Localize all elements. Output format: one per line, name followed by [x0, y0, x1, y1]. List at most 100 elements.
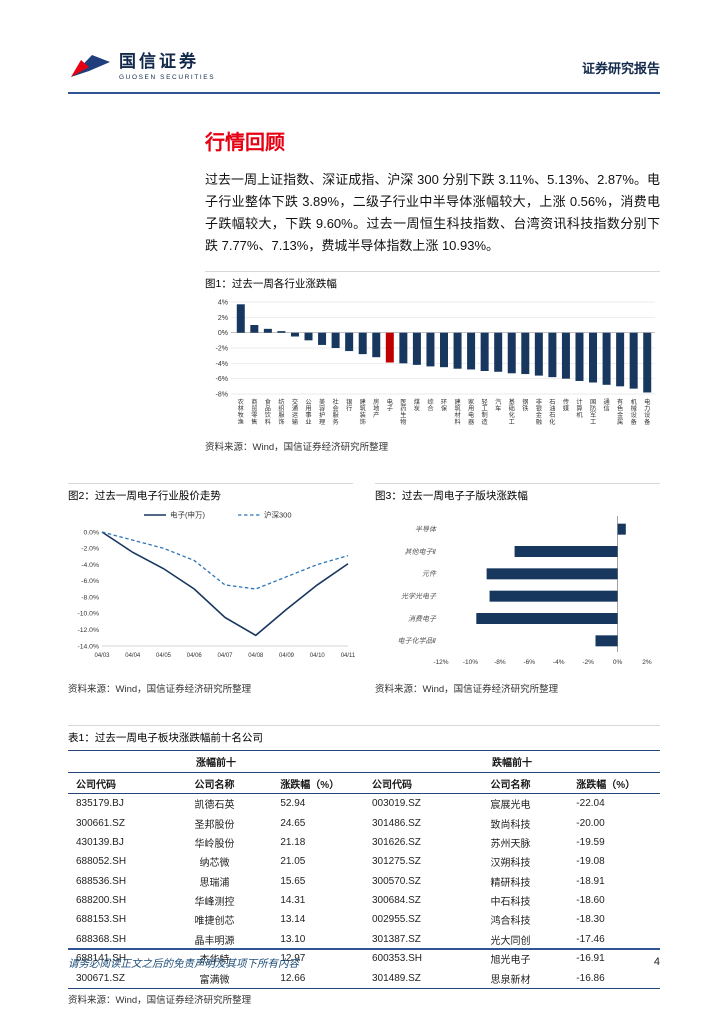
table-cell: 凯德石英 [194, 800, 235, 812]
table-cell: 688153.SH [76, 914, 127, 926]
brand-text: 国信证券 GUOSEN SECURITIES [119, 52, 215, 81]
main-content: 行情回顾 过去一周上证指数、深证成指、沪深 300 分别下跌 3.11%、5.1… [205, 126, 660, 453]
table-cell: 301626.SZ [371, 836, 421, 848]
gainers-group-header: 涨幅前十 [68, 750, 364, 773]
svg-text:电子(申万): 电子(申万) [170, 510, 205, 520]
svg-text:04/03: 04/03 [94, 653, 110, 659]
bar [514, 546, 618, 557]
svg-text:-6.0%: -6.0% [81, 578, 99, 585]
figure2-source: 资料来源：Wind，国信证券经济研究所整理 [68, 684, 252, 695]
table-row: 300671.SZ 富满微 12.66 301489.SZ 思泉新材 -16.86 [68, 968, 660, 988]
table-cell: 688141.SH [76, 953, 127, 965]
svg-text:04/11: 04/11 [341, 653, 356, 659]
svg-text:消费电子: 消费电子 [408, 615, 437, 623]
svg-text:食品饮料: 食品饮料 [265, 398, 272, 426]
figure1-caption: 图1：过去一周各行业涨跌幅 [205, 271, 660, 294]
svg-text:04/05: 04/05 [156, 653, 172, 659]
table-cell: 旭光电子 [490, 955, 531, 967]
table-cell: 杰华特 [199, 955, 230, 967]
table-row: 835179.BJ 凯德石英 52.94 003019.SZ 宸展光电 -22.04 [68, 794, 660, 814]
table-cell: 21.05 [280, 856, 306, 868]
table-cell: 300661.SZ [76, 817, 125, 829]
bar [476, 613, 618, 624]
bar [318, 332, 327, 345]
table-cell: 12.97 [280, 953, 306, 965]
table-cell: 12.66 [280, 972, 306, 984]
table-cell: 13.10 [280, 933, 306, 945]
bar [486, 568, 618, 580]
bar [263, 328, 272, 333]
svg-text:-8.0%: -8.0% [81, 594, 99, 601]
table-cell: 思瑞浦 [199, 877, 230, 889]
table-cell: 002955.SZ [371, 914, 421, 926]
losers-group-header: 跌幅前十 [363, 750, 660, 773]
table-caption: 表1：过去一周电子板块涨跌幅前十名公司 [68, 725, 660, 748]
bar [440, 332, 448, 368]
table-row: 688368.SH 晶丰明源 13.10 301387.SZ 光大同创 -17.46 [68, 930, 660, 949]
svg-text:-14.0%: -14.0% [77, 643, 99, 650]
page-header: 国信证券 GUOSEN SECURITIES 证券研究报告 [68, 52, 660, 94]
table-cell: 纳芯微 [199, 858, 230, 870]
table-cell: 致尚科技 [490, 819, 531, 831]
table-cell: 圣邦股份 [194, 819, 235, 831]
table-cell: 301489.SZ [371, 972, 421, 984]
table-cell: 24.65 [280, 817, 306, 829]
svg-text:非银金融: 非银金融 [536, 398, 543, 426]
table-row: 688141.SH 杰华特 12.97 600353.SH 旭光电子 -16.91 [68, 949, 660, 968]
bar [304, 332, 313, 341]
bar [426, 332, 435, 367]
table-row: 300661.SZ 圣邦股份 24.65 301486.SZ 致尚科技 -20.00 [68, 813, 660, 832]
guosen-logo-icon [71, 55, 110, 77]
svg-text:通信: 通信 [603, 398, 609, 413]
svg-text:4%: 4% [218, 300, 228, 307]
table-cell: 688200.SH [76, 895, 127, 907]
table-cell: 光大同创 [490, 935, 531, 947]
electronics-line-chart: 0.0% -2.0% -4.0% -6.0% -8.0% -10.0% -12.0% -14.… [77, 510, 356, 660]
table-cell: 华岭股份 [194, 838, 235, 850]
table-cell: -18.91 [576, 875, 605, 887]
svg-text:传媒: 传媒 [563, 398, 570, 413]
svg-text:商贸零售: 商贸零售 [251, 398, 257, 426]
svg-text:建筑装饰: 建筑装饰 [360, 398, 367, 426]
svg-text:-12.0%: -12.0% [77, 627, 99, 634]
figure1-source: 资料来源：Wind，国信证券经济研究所整理 [205, 442, 389, 453]
col-header-name: 公司名称 [162, 772, 267, 794]
svg-text:04/08: 04/08 [248, 653, 264, 659]
svg-text:建筑材料: 建筑材料 [454, 398, 461, 426]
figure-2: 图2：过去一周电子行业股价走势 0.0% -2.0% -4.0% -6.0% -8.0%… [68, 469, 356, 695]
table-row: 430139.BJ 华岭股份 21.18 301626.SZ 苏州天脉 -19.59 [68, 833, 660, 852]
svg-text:纺织服饰: 纺织服饰 [278, 398, 284, 426]
table-cell: -16.91 [576, 953, 605, 965]
table-cell: 430139.BJ [76, 836, 124, 848]
svg-text:2%: 2% [218, 315, 228, 322]
table-cell: 晶丰明源 [194, 935, 235, 947]
col-header-pct: 涨跌幅（%） [562, 772, 660, 794]
brand-name-en: GUOSEN SECURITIES [119, 74, 216, 82]
svg-text:美容护理: 美容护理 [319, 398, 325, 426]
table-cell: -17.46 [576, 933, 605, 945]
table-cell: -19.59 [576, 836, 605, 848]
table-row: 688153.SH 唯捷创芯 13.14 002955.SZ 鸿合科技 -18.30 [68, 910, 660, 929]
table-cell: -22.04 [576, 798, 605, 810]
bar [385, 332, 394, 363]
table-cell: 精研科技 [490, 877, 531, 889]
svg-text:-4%: -4% [553, 659, 565, 666]
table-cell: 301387.SZ [371, 933, 421, 945]
table-cell: 华峰测控 [194, 897, 235, 909]
svg-text:房地产: 房地产 [373, 398, 379, 419]
col-header-pct: 涨跌幅（%） [266, 772, 364, 794]
bar [358, 332, 367, 355]
table-cell: 835179.BJ [76, 798, 124, 810]
svg-text:04/06: 04/06 [187, 653, 203, 659]
svg-text:基础化工: 基础化工 [509, 398, 515, 426]
bar [372, 332, 381, 358]
bar [595, 635, 618, 647]
svg-text:-6%: -6% [524, 659, 536, 666]
svg-text:有色金属: 有色金属 [617, 398, 624, 426]
section-title: 行情回顾 [205, 132, 285, 154]
svg-text:交通运输: 交通运输 [292, 398, 299, 426]
svg-text:医药生物: 医药生物 [400, 399, 406, 426]
col-header-code: 公司代码 [68, 772, 163, 794]
svg-text:04/07: 04/07 [217, 653, 233, 659]
